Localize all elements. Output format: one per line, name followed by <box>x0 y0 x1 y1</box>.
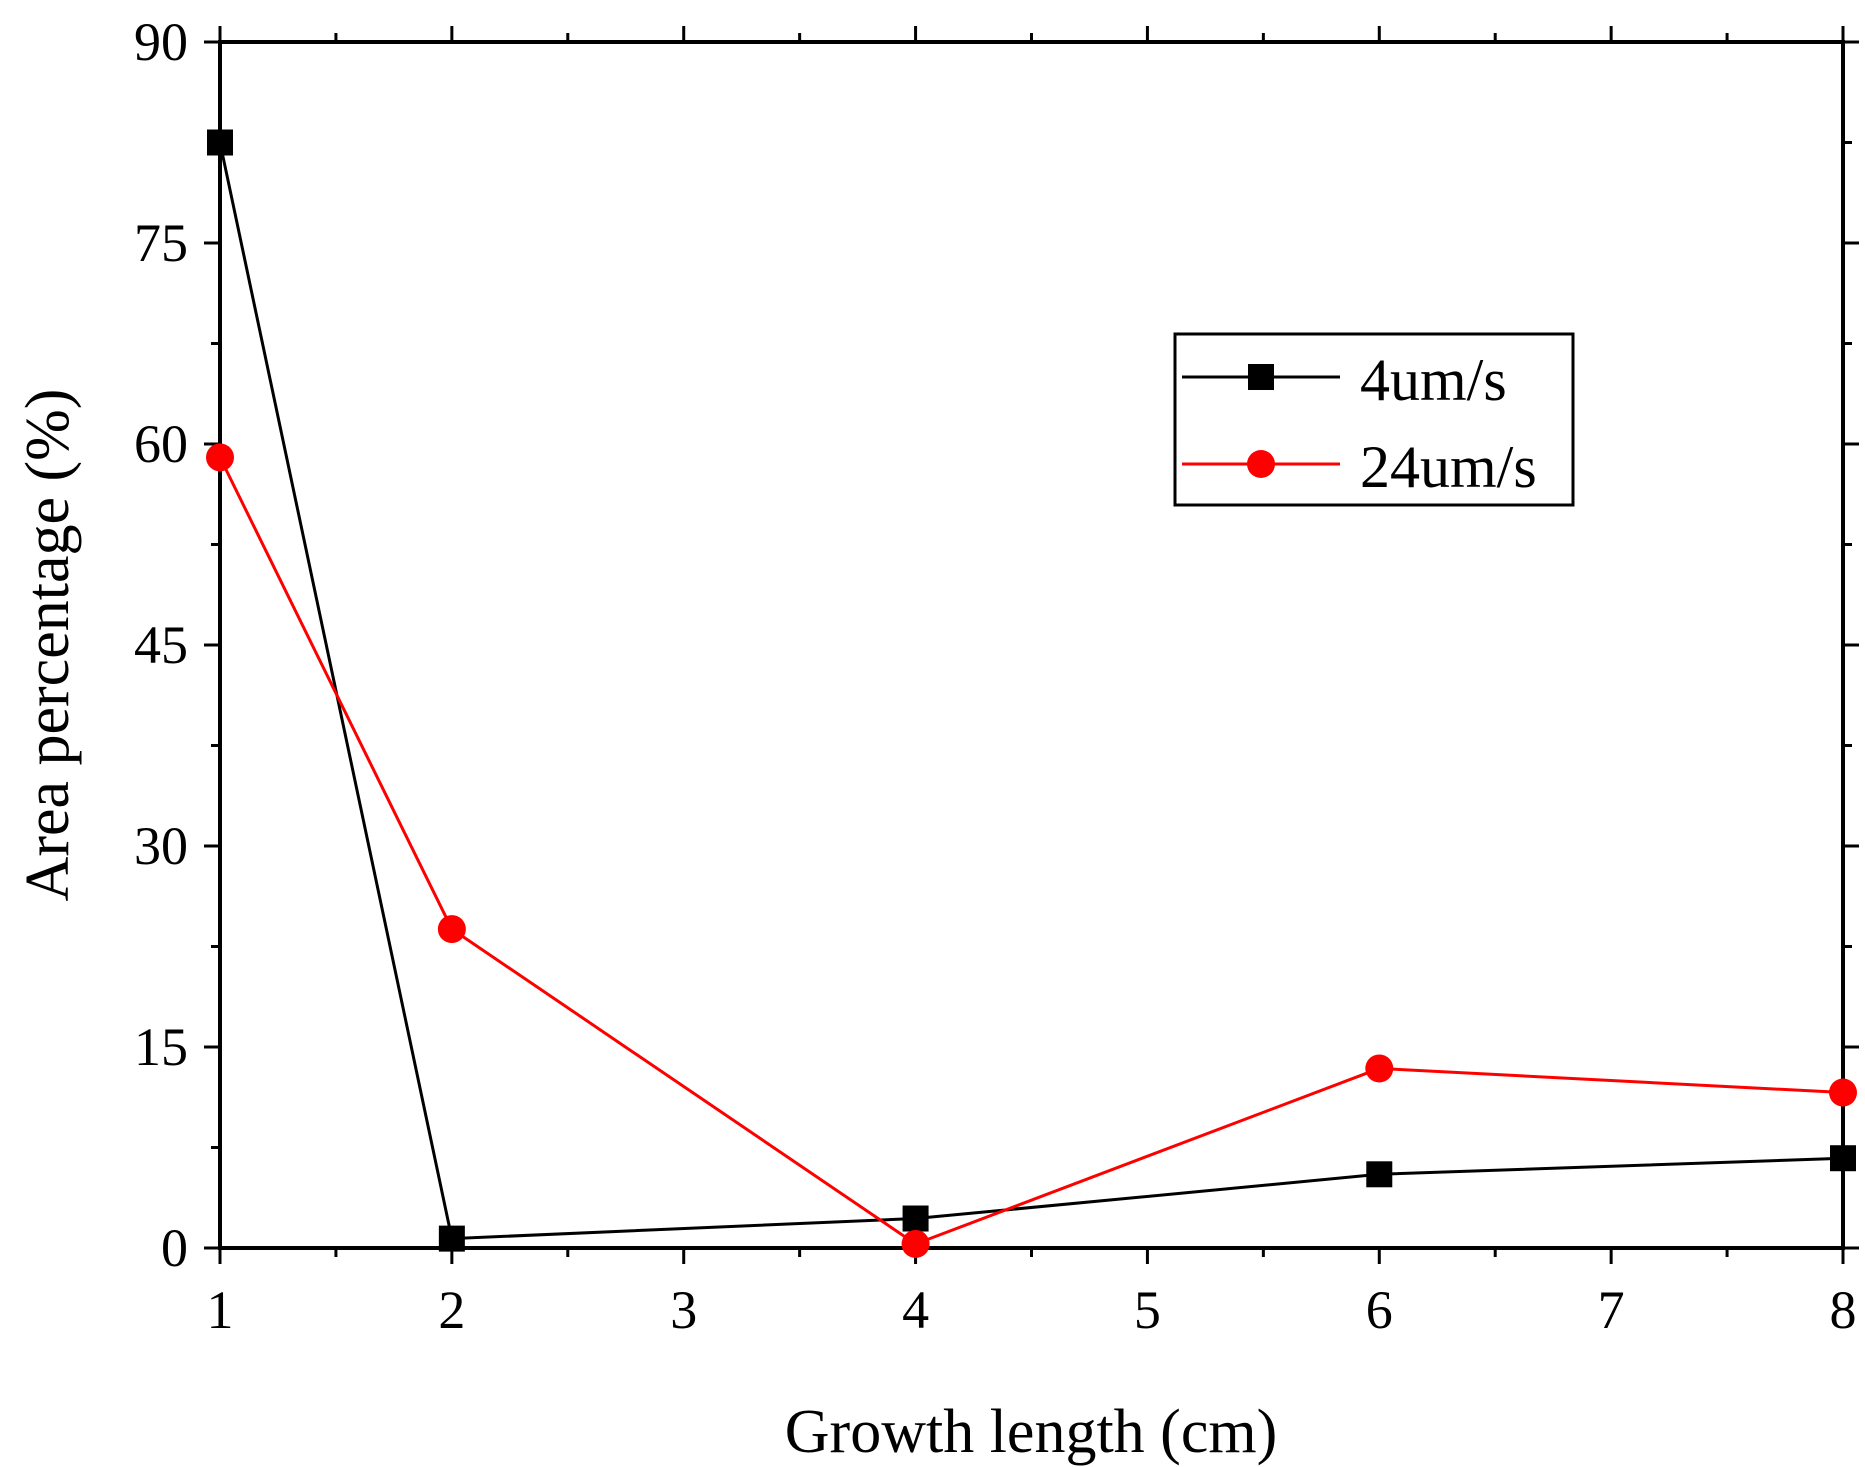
legend-label-24ums: 24um/s <box>1360 434 1537 500</box>
y-tick-label: 75 <box>134 213 188 273</box>
y-tick-label: 0 <box>161 1218 188 1278</box>
y-axis-title: Area percentage (%) <box>14 389 82 902</box>
y-tick-label: 60 <box>134 414 188 474</box>
plot-frame <box>218 40 1845 1250</box>
x-tick-label: 1 <box>207 1280 234 1340</box>
data-point-square <box>1830 1145 1856 1172</box>
data-point-square <box>207 129 233 156</box>
data-point-circle <box>1829 1078 1857 1107</box>
y-tick-label: 15 <box>134 1017 188 1077</box>
y-tick-label: 30 <box>134 816 188 876</box>
data-point-circle <box>901 1229 930 1258</box>
legend-marker-4ums <box>1248 364 1274 390</box>
data-point-circle <box>1365 1054 1394 1083</box>
x-tick-label: 7 <box>1598 1280 1625 1340</box>
legend-box <box>1173 332 1575 507</box>
legend-label-4ums: 4um/s <box>1360 347 1507 413</box>
data-point-square <box>438 1225 465 1252</box>
series-line-0 <box>218 142 1844 1241</box>
x-tick-label: 8 <box>1830 1280 1857 1340</box>
x-tick-label: 6 <box>1366 1280 1393 1340</box>
data-point-circle <box>206 443 234 472</box>
x-axis-title: Growth length (cm) <box>785 1398 1277 1466</box>
x-tick-label: 3 <box>670 1280 697 1340</box>
series-layer <box>206 129 1857 1258</box>
data-point-square <box>1366 1161 1393 1188</box>
legend: 4um/s 24um/s <box>1173 332 1575 507</box>
x-tick-label: 4 <box>902 1280 929 1340</box>
data-point-square <box>902 1205 929 1232</box>
x-tick-label: 2 <box>438 1280 465 1340</box>
y-tick-label: 45 <box>134 615 188 675</box>
x-tick-label: 5 <box>1134 1280 1161 1340</box>
legend-marker-24ums <box>1247 450 1275 478</box>
data-point-circle <box>437 915 466 944</box>
y-tick-label: 90 <box>134 12 188 72</box>
series-line-1 <box>218 456 1844 1246</box>
